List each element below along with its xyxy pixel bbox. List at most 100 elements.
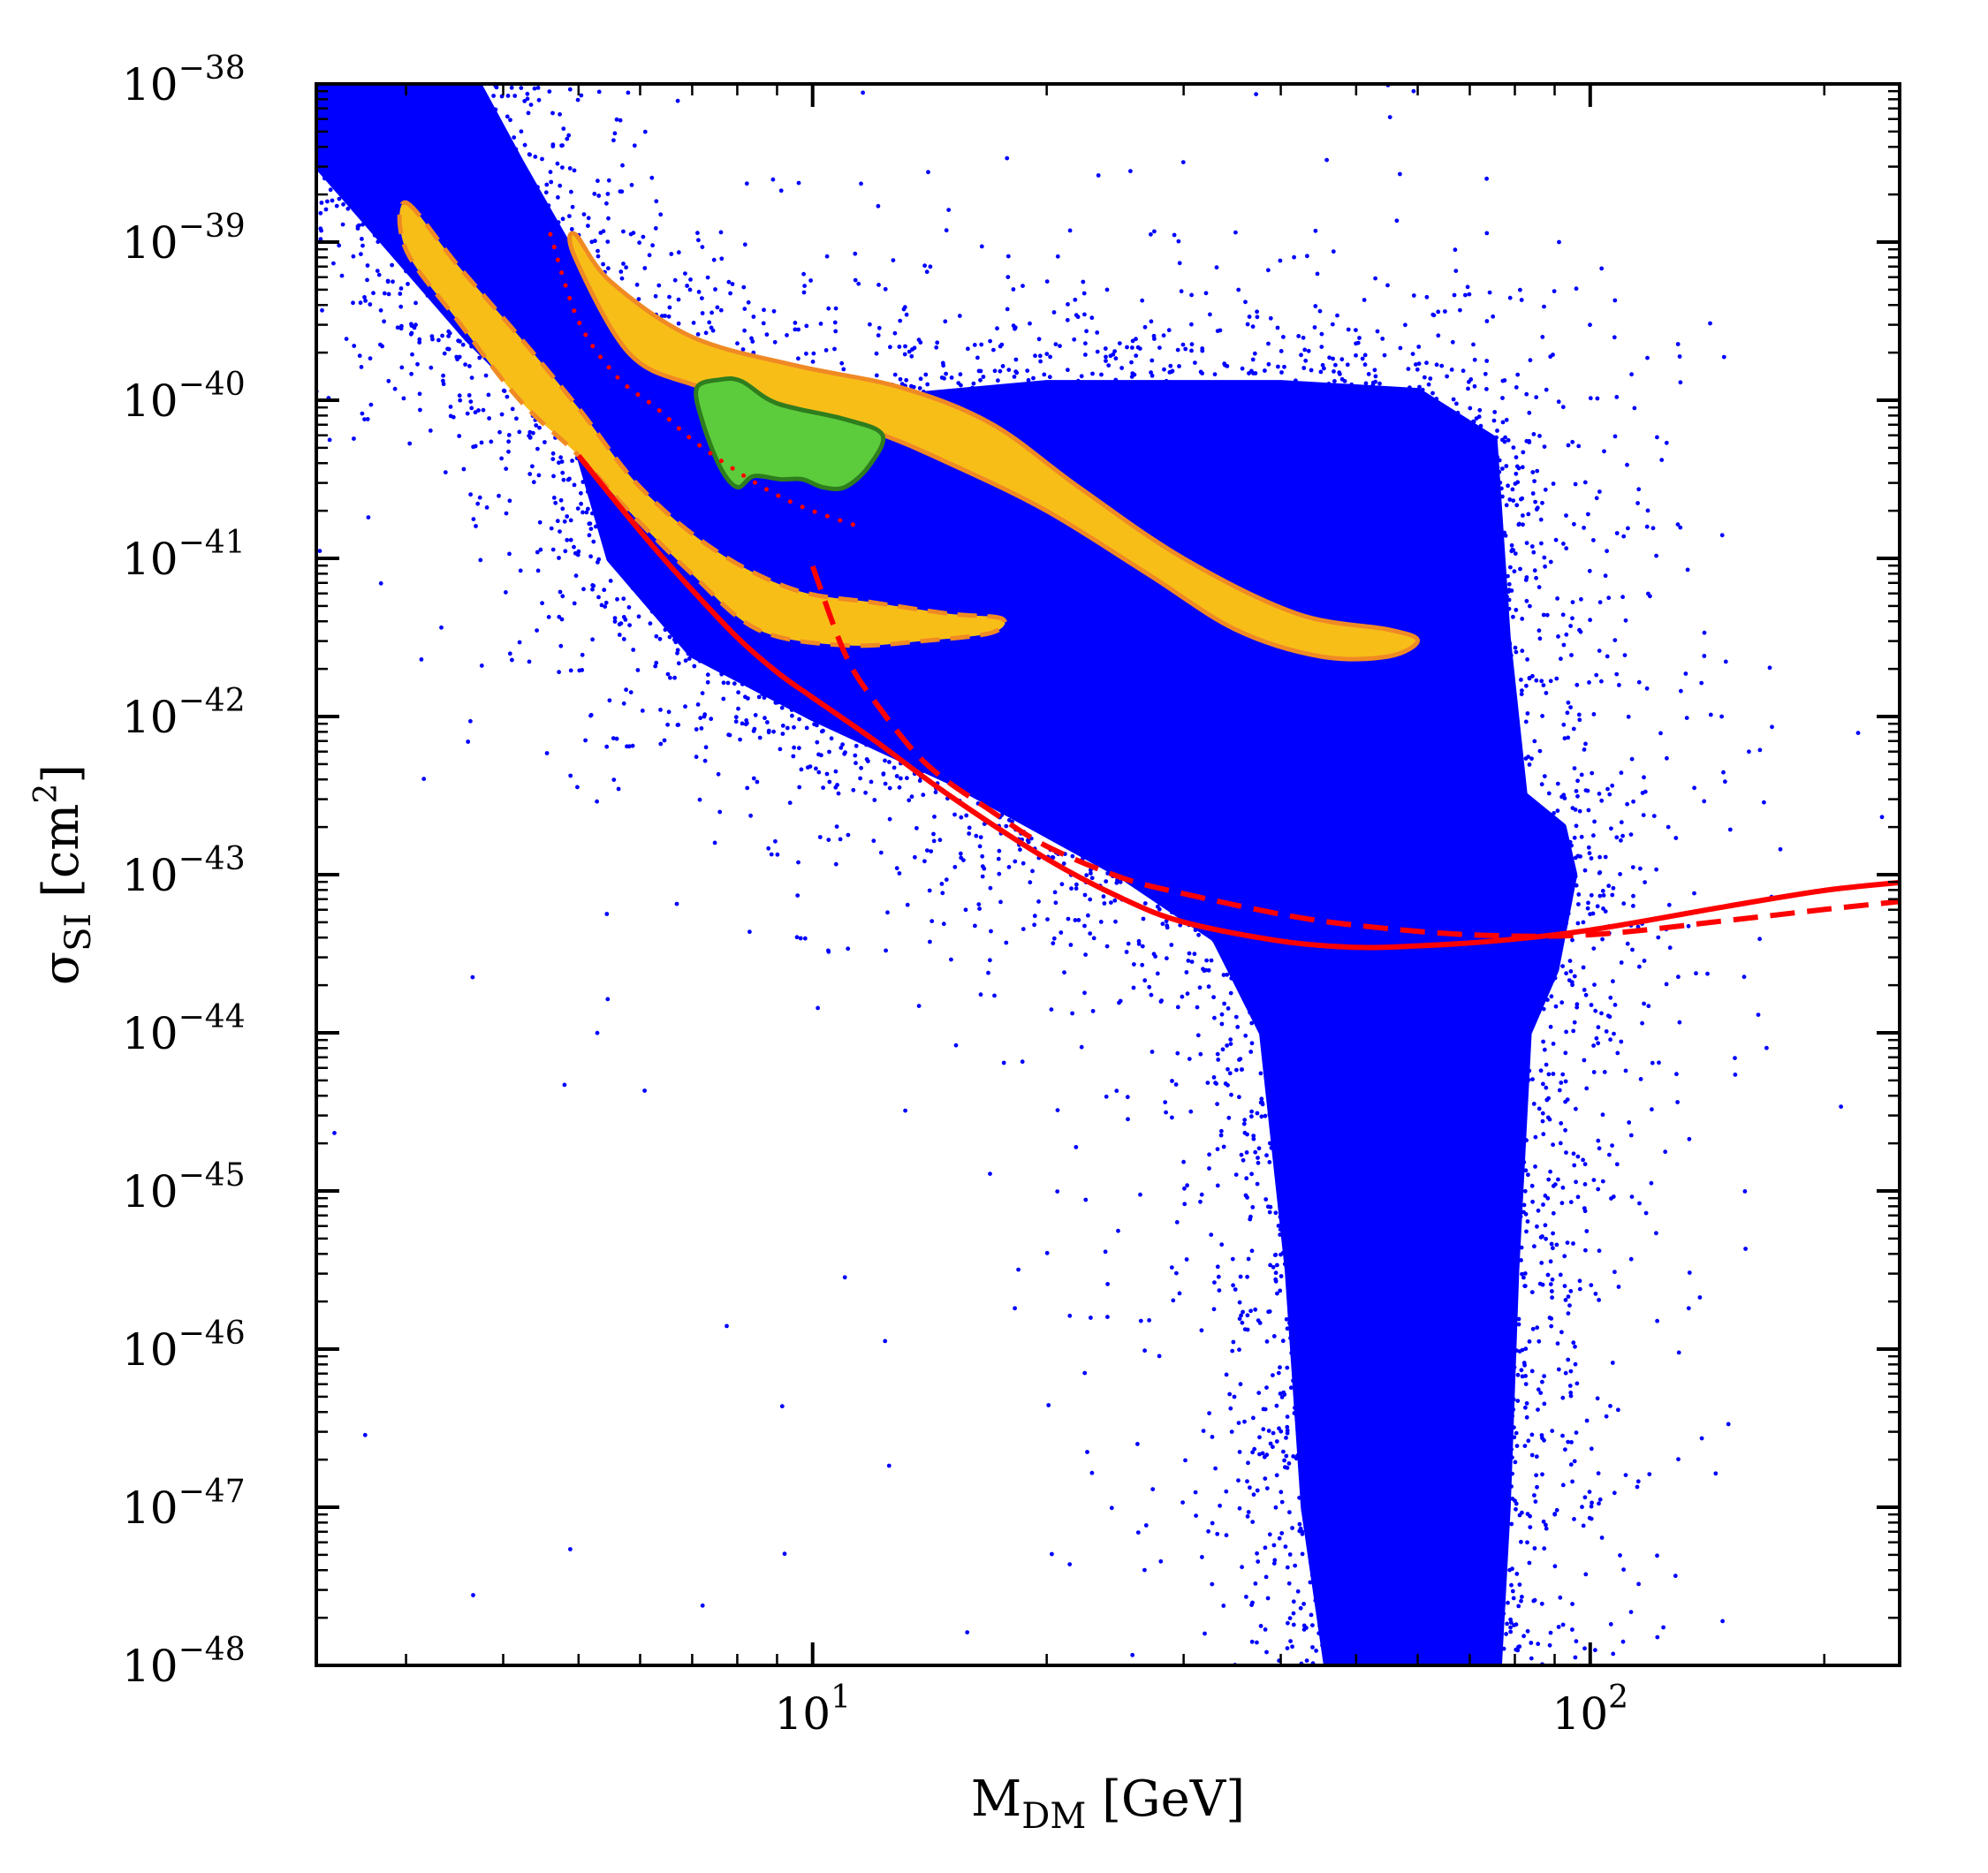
- scan-point: [838, 837, 843, 842]
- scan-point: [1276, 1183, 1281, 1188]
- scan-point: [1439, 363, 1445, 368]
- scan-point: [1149, 992, 1154, 997]
- scan-point: [1539, 541, 1544, 546]
- scan-point: [924, 269, 930, 275]
- scan-point: [1020, 1059, 1025, 1065]
- scan-point: [547, 89, 552, 94]
- scan-point: [1219, 1242, 1225, 1247]
- x-tick-label: 102: [1552, 1680, 1629, 1740]
- scan-point: [1461, 368, 1466, 374]
- scan-point: [1239, 1313, 1243, 1318]
- scan-point: [1721, 354, 1726, 360]
- scan-point: [1468, 377, 1474, 382]
- scan-point: [1301, 1508, 1306, 1513]
- scan-point: [1274, 1164, 1279, 1170]
- scan-point: [323, 207, 329, 212]
- scan-point: [751, 776, 756, 781]
- scan-point: [1250, 1205, 1256, 1209]
- scan-point: [1541, 612, 1546, 618]
- scan-point: [834, 824, 839, 829]
- scan-point: [1518, 566, 1522, 572]
- scan-point: [917, 386, 922, 391]
- scan-point: [1583, 741, 1588, 747]
- scan-point: [528, 102, 534, 107]
- scan-point: [1213, 1081, 1218, 1086]
- scan-point: [1013, 859, 1018, 864]
- scan-point: [1554, 676, 1559, 681]
- scan-point: [991, 347, 996, 353]
- scan-point: [1511, 1397, 1516, 1402]
- scan-point: [1162, 367, 1166, 372]
- scan-point: [1503, 435, 1507, 440]
- scan-point: [833, 769, 838, 774]
- scan-point: [497, 493, 501, 498]
- scan-point: [1238, 1382, 1243, 1387]
- scan-point: [1516, 1644, 1521, 1649]
- scan-point: [1548, 354, 1553, 360]
- scan-point: [1502, 530, 1507, 535]
- scan-point: [550, 110, 555, 116]
- scan-point: [1508, 653, 1514, 658]
- scan-point: [463, 362, 467, 367]
- scan-point: [1557, 239, 1561, 245]
- scan-point: [1278, 1288, 1283, 1293]
- scan-point: [1337, 370, 1342, 375]
- scan-point: [1163, 904, 1168, 909]
- scan-point: [1274, 1439, 1279, 1444]
- scan-point: [744, 181, 749, 186]
- scan-point: [557, 614, 562, 619]
- scan-point: [1227, 1391, 1233, 1397]
- scan-point: [1233, 1172, 1239, 1177]
- scan-point: [700, 1603, 705, 1608]
- scan-point: [1524, 1414, 1529, 1420]
- scan-point: [903, 1108, 907, 1113]
- scan-point: [1434, 397, 1439, 401]
- scan-point: [1764, 1045, 1769, 1050]
- scan-point: [1032, 922, 1036, 928]
- scan-point: [1147, 984, 1152, 990]
- scan-point: [791, 754, 796, 759]
- scan-point: [827, 779, 832, 785]
- scan-point: [1118, 880, 1123, 884]
- scan-point: [1256, 1318, 1261, 1323]
- scan-point: [1189, 322, 1194, 327]
- scan-point: [436, 337, 441, 343]
- scan-point: [1572, 835, 1577, 840]
- scan-point: [570, 459, 574, 463]
- scan-point: [1524, 438, 1529, 444]
- scan-point: [527, 429, 533, 435]
- scan-point: [1280, 1338, 1286, 1344]
- scan-point: [358, 300, 363, 306]
- scan-point: [1135, 1442, 1140, 1446]
- scan-point: [685, 284, 689, 288]
- scan-point: [624, 687, 628, 693]
- scan-point: [1504, 1632, 1508, 1636]
- scan-point: [1414, 362, 1418, 367]
- scan-point: [1195, 1033, 1201, 1038]
- scan-point: [650, 243, 655, 248]
- scan-point: [1628, 832, 1634, 837]
- scan-point: [743, 694, 747, 700]
- scan-point: [1069, 886, 1074, 891]
- scan-point: [1105, 866, 1111, 870]
- scan-point: [1685, 567, 1690, 573]
- scan-point: [502, 132, 507, 137]
- scan-point: [631, 231, 636, 235]
- scan-point: [1149, 319, 1154, 324]
- scan-point: [1567, 1384, 1573, 1388]
- scan-point: [746, 300, 751, 305]
- scan-point: [470, 974, 475, 980]
- scan-point: [1631, 799, 1635, 804]
- scan-point: [437, 305, 443, 309]
- scan-point: [1266, 1082, 1271, 1087]
- scan-point: [1559, 794, 1564, 800]
- scan-point: [1229, 1429, 1234, 1434]
- scan-point: [1620, 1639, 1626, 1644]
- scan-point: [1245, 322, 1250, 327]
- scan-point: [868, 322, 872, 327]
- scan-point: [1550, 1429, 1555, 1433]
- scan-point: [1128, 169, 1133, 174]
- scan-point: [1267, 1209, 1272, 1215]
- scan-point: [1594, 672, 1599, 678]
